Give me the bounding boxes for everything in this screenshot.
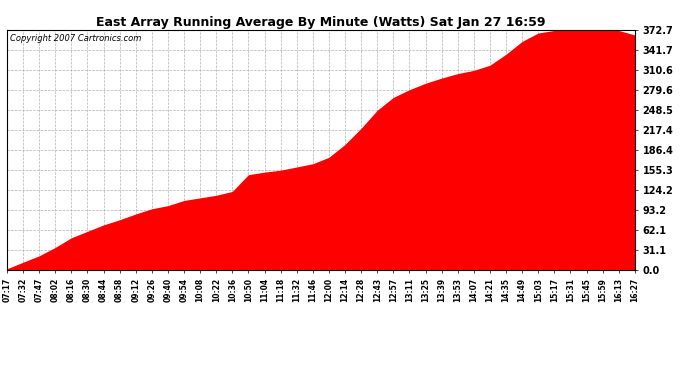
Text: Copyright 2007 Cartronics.com: Copyright 2007 Cartronics.com <box>10 34 141 43</box>
Title: East Array Running Average By Minute (Watts) Sat Jan 27 16:59: East Array Running Average By Minute (Wa… <box>96 16 546 29</box>
